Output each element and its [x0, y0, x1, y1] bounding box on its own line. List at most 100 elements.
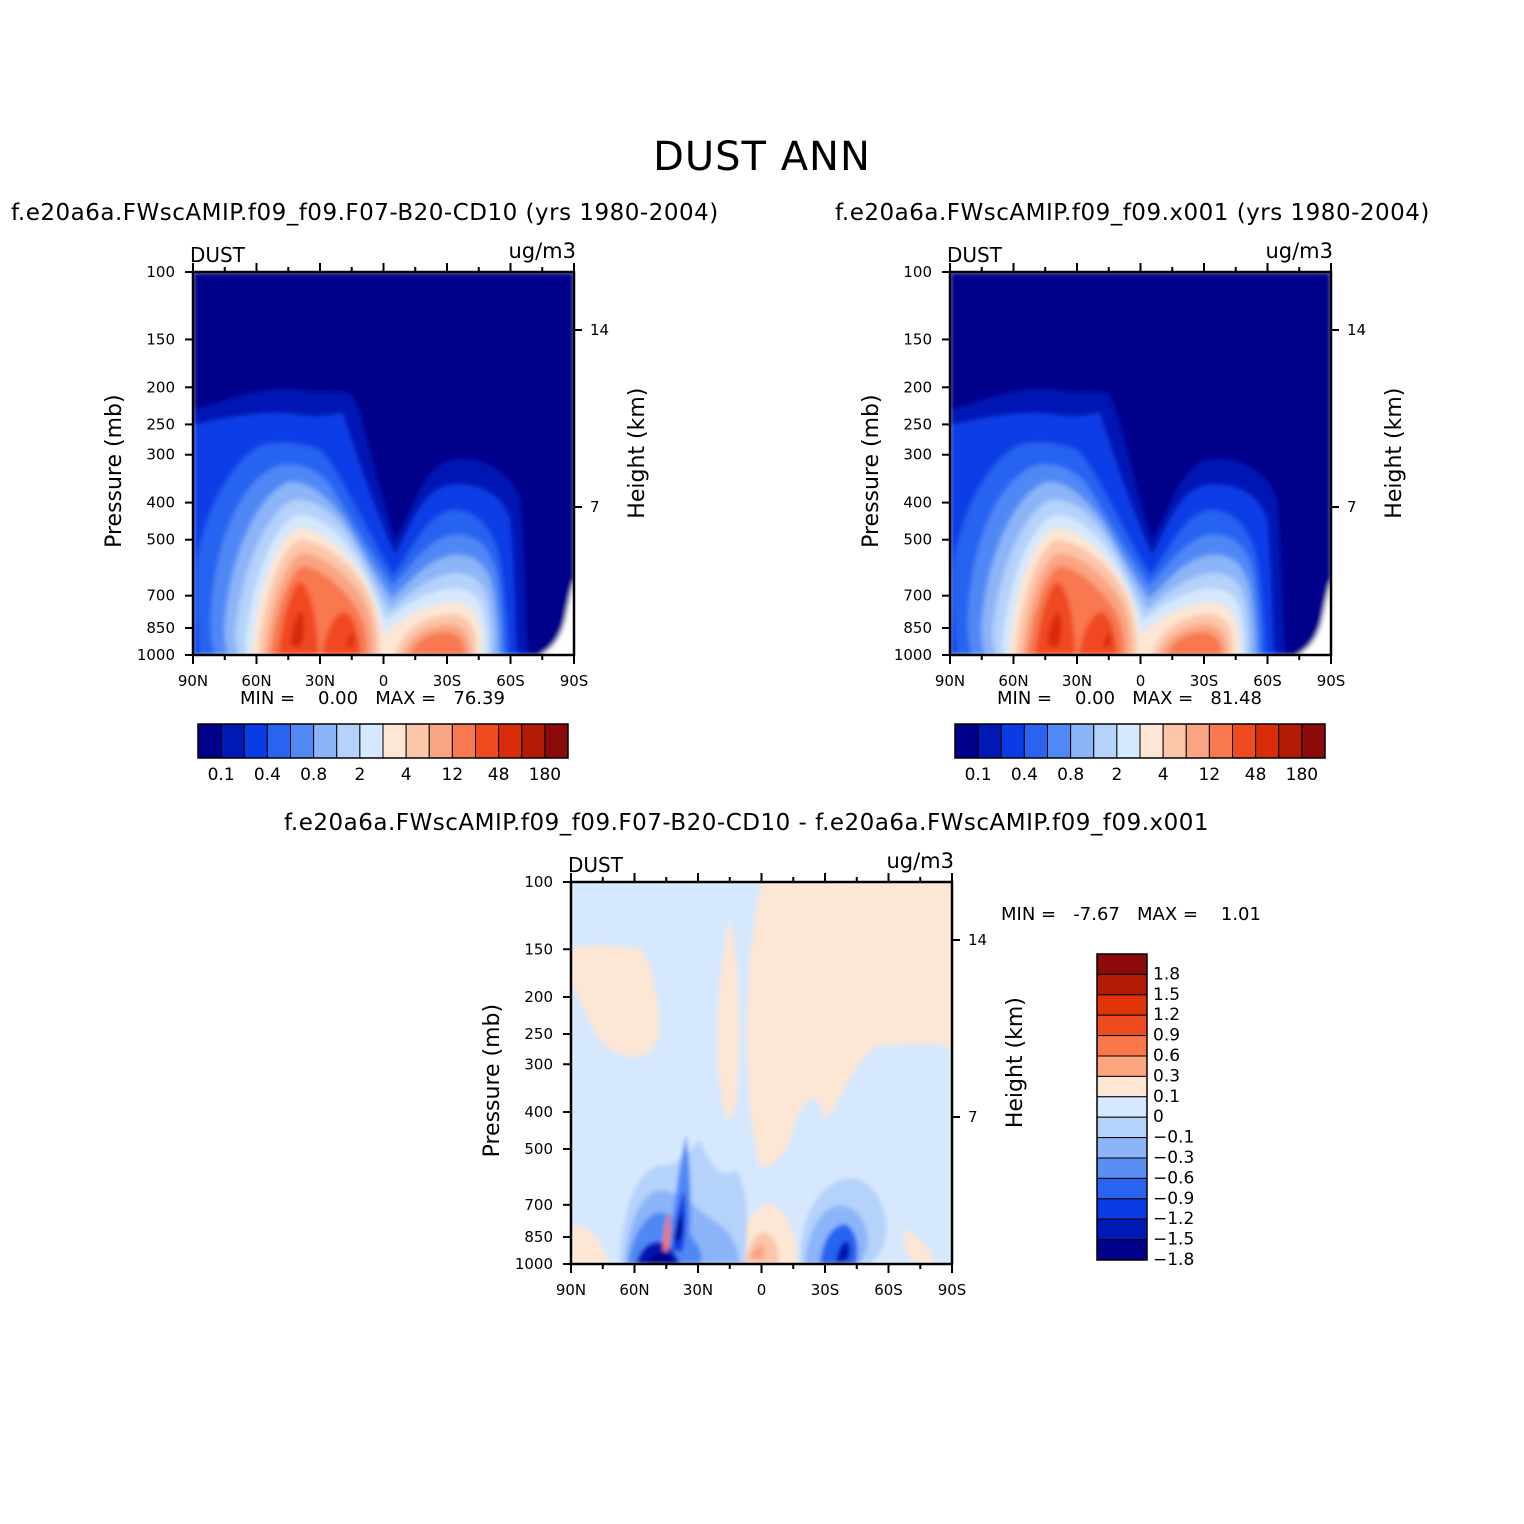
colorbar-label: 0.8 [300, 765, 327, 785]
panel2-contour-field [950, 272, 1331, 655]
x-tick-label: 30S [1190, 672, 1219, 690]
colorbar-swatch [313, 723, 338, 759]
height-tick-label: 14 [590, 321, 609, 339]
diff-colorbar-swatch [1096, 1096, 1148, 1118]
colorbar-frame [954, 723, 1326, 759]
diff-colorbar-swatch [1096, 1014, 1148, 1037]
colorbar-swatch [977, 723, 1002, 759]
colorbar-swatch [544, 723, 569, 759]
x-tick-label: 0 [1136, 672, 1146, 690]
y-tick-label: 200 [524, 988, 553, 1006]
colorbar-swatch [1047, 723, 1072, 759]
diff-colorbar-label: 1.5 [1153, 985, 1180, 1005]
x-tick-label: 60S [1253, 672, 1282, 690]
colorbar-swatch [1278, 723, 1303, 759]
y-tick-label: 200 [903, 378, 932, 396]
figure-title: DUST ANN [653, 134, 871, 180]
diff-colorbar-swatch [1096, 1198, 1148, 1220]
y-tick-label: 700 [146, 587, 175, 605]
y-tick-label: 150 [524, 940, 553, 958]
y-tick-label: 850 [524, 1228, 553, 1246]
colorbar-label: 48 [488, 765, 510, 785]
variable-label: DUST [947, 243, 1003, 267]
x-tick-label: 30N [1062, 672, 1092, 690]
variable-label: DUST [190, 243, 246, 267]
y-tick-label: 150 [146, 330, 175, 348]
colorbar-label: 0.4 [1011, 765, 1038, 785]
colorbar-label: 12 [442, 765, 464, 785]
y-tick-label: 500 [524, 1140, 553, 1158]
diff-colorbar-label: 0.3 [1153, 1066, 1180, 1086]
colorbar-label: 180 [1286, 765, 1318, 785]
diff-colorbar-swatch [1096, 1035, 1148, 1057]
y-tick-label: 700 [524, 1196, 553, 1214]
y-tick-label: 100 [146, 263, 175, 281]
colorbar-label: 0.4 [254, 765, 281, 785]
y-right-axis-label: Height (km) [1382, 388, 1407, 519]
colorbar-swatch [1070, 723, 1095, 759]
x-tick-label: 30S [811, 1281, 840, 1299]
colorbar-swatch [220, 723, 245, 759]
variable-label: DUST [568, 853, 624, 877]
diff-colorbar-swatch [1096, 973, 1148, 996]
y-axis-label: Pressure (mb) [102, 394, 127, 548]
colorbar-swatch [359, 723, 384, 759]
colorbar-swatch [382, 723, 407, 759]
y-tick-label: 300 [524, 1055, 553, 1073]
diff-colorbar-label: −0.1 [1153, 1128, 1194, 1148]
height-tick-label: 7 [968, 1108, 978, 1126]
colorbar-label: 2 [354, 765, 365, 785]
panel1-min-max: MIN = 0.00 MAX = 76.39 [240, 688, 505, 709]
y-tick-label: 200 [146, 378, 175, 396]
y-tick-label: 850 [903, 619, 932, 637]
diff-colorbar-swatch [1096, 1239, 1148, 1261]
panel2-min-max: MIN = 0.00 MAX = 81.48 [997, 688, 1262, 709]
colorbar-label: 4 [401, 765, 412, 785]
diff-colorbar-label: 0.6 [1153, 1046, 1180, 1066]
x-tick-label: 30N [683, 1281, 713, 1299]
x-tick-label: 0 [757, 1281, 767, 1299]
panel2-case-title: f.e20a6a.FWscAMIP.f09_f09.x001 (yrs 1980… [835, 200, 1430, 226]
y-right-axis-label: Height (km) [625, 388, 650, 519]
y-tick-label: 100 [524, 873, 553, 891]
diff-colorbar-label: 1.8 [1153, 964, 1180, 984]
diff-colorbar-label: −1.8 [1153, 1250, 1194, 1270]
x-tick-label: 60N [619, 1281, 649, 1299]
x-tick-label: 60N [998, 672, 1028, 690]
y-tick-label: 400 [524, 1103, 553, 1121]
colorbar-swatch [1232, 723, 1257, 759]
colorbar-swatch [1093, 723, 1118, 759]
y-tick-label: 300 [146, 446, 175, 464]
colorbar-frame [197, 723, 569, 759]
colorbar-swatch [521, 723, 546, 759]
colorbar-label: 12 [1199, 765, 1221, 785]
diff-colorbar-label: −1.2 [1153, 1209, 1194, 1229]
x-tick-label: 30N [305, 672, 335, 690]
colorbar-label: 4 [1158, 765, 1169, 785]
colorbar-swatch [405, 723, 430, 759]
colorbar-label: 0.1 [208, 765, 235, 785]
colorbar-swatch [1255, 723, 1280, 759]
diff-colorbar-label: 0.9 [1153, 1026, 1180, 1046]
colorbar-swatch [1162, 723, 1187, 759]
x-tick-label: 90N [178, 672, 208, 690]
diff-colorbar-swatch [1096, 953, 1148, 975]
y-tick-label: 250 [524, 1025, 553, 1043]
y-tick-label: 1000 [894, 646, 932, 664]
height-tick-label: 7 [590, 498, 600, 516]
colorbar-label: 180 [529, 765, 561, 785]
panel3-contour-field [571, 882, 952, 1264]
colorbar-label: 0.8 [1057, 765, 1084, 785]
y-tick-label: 1000 [137, 646, 175, 664]
colorbar-swatch [336, 723, 361, 759]
diff-colorbar-swatch [1096, 1157, 1148, 1179]
colorbar-swatch [954, 723, 979, 759]
colorbar-swatch [1023, 723, 1048, 759]
diff-colorbar-label: −0.6 [1153, 1168, 1194, 1188]
y-tick-label: 850 [146, 619, 175, 637]
diff-colorbar-swatch [1096, 994, 1148, 1016]
x-tick-label: 90S [1317, 672, 1346, 690]
height-tick-label: 14 [1347, 321, 1366, 339]
colorbar-swatch [197, 723, 222, 759]
